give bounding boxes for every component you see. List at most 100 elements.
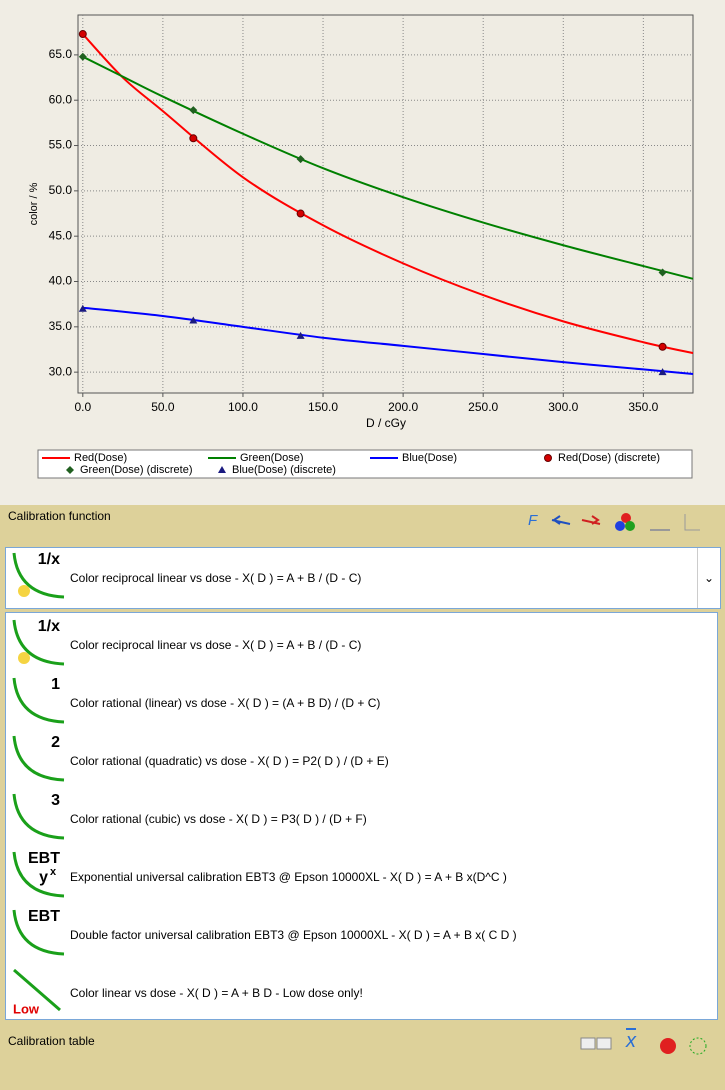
- item-icon: 1/x: [12, 551, 65, 599]
- legend-swatch: [544, 454, 552, 462]
- dropdown-arrow[interactable]: ⌄: [697, 548, 720, 608]
- x-tick-label: 300.0: [548, 400, 578, 414]
- x-tick-label: 350.0: [628, 400, 658, 414]
- icon-label: 1/x: [38, 618, 60, 635]
- item-icon: 3: [12, 792, 65, 840]
- section-label: Calibration table: [8, 1034, 95, 1048]
- data-point: [296, 209, 305, 218]
- x-tick-label: 50.0: [151, 400, 175, 414]
- y-axis-label: color / %: [28, 182, 40, 225]
- dropdown-item[interactable]: 3 Color rational (cubic) vs dose - X( D )…: [6, 790, 717, 848]
- item-icon: 1/x: [12, 618, 65, 666]
- selected-item[interactable]: 1/x Color reciprocal linear vs dose - X( …: [6, 549, 696, 607]
- icon-label: 3: [51, 792, 60, 809]
- icon-sun: [18, 652, 30, 664]
- icon-label: x: [50, 866, 57, 878]
- dropdown-item[interactable]: Low Color linear vs dose - X( D ) = A + B…: [6, 964, 717, 1022]
- item-icon: EBT y x: [12, 850, 65, 898]
- icon-curve: [12, 909, 65, 956]
- data-point: [296, 331, 305, 339]
- icon-curve: [12, 677, 65, 724]
- x-axis-label: D / cGy: [366, 416, 406, 430]
- y-tick-label: 35.0: [49, 319, 73, 333]
- icon-curve: [12, 793, 65, 840]
- data-point: [189, 134, 198, 143]
- item-text: Color reciprocal linear vs dose - X( D )…: [70, 638, 362, 652]
- x-tick-label: 150.0: [308, 400, 338, 414]
- icon-sun: [18, 585, 30, 597]
- series-line: [83, 308, 693, 374]
- x-tick-label: 0.0: [74, 400, 91, 414]
- x-tick-label: 250.0: [468, 400, 498, 414]
- item-text: Double factor universal calibration EBT3…: [70, 928, 517, 942]
- legend-swatch: [66, 466, 74, 474]
- icon-label: EBT: [28, 850, 60, 867]
- x-tick-label: 200.0: [388, 400, 418, 414]
- legend-label: Red(Dose) (discrete): [558, 452, 660, 464]
- legend-label: Green(Dose): [240, 452, 304, 464]
- nav-buttons[interactable]: [580, 1036, 620, 1052]
- y-tick-label: 30.0: [49, 364, 73, 378]
- dropdown-item[interactable]: EBT y x Exponential universal calibration E…: [6, 848, 717, 906]
- x-tick-label: 100.0: [228, 400, 258, 414]
- data-point: [658, 368, 667, 376]
- icon-curve: [12, 735, 65, 782]
- legend-label: Blue(Dose) (discrete): [232, 464, 336, 476]
- item-text: Color rational (cubic) vs dose - X( D ) …: [70, 812, 367, 826]
- icon-label: 1/x: [38, 551, 60, 568]
- y-tick-label: 55.0: [49, 138, 73, 152]
- item-text: Color rational (linear) vs dose - X( D )…: [70, 696, 381, 710]
- icon-curve: [13, 968, 61, 1012]
- item-icon: Low: [13, 968, 61, 1016]
- item-icon: 1: [12, 676, 65, 724]
- dropdown-item[interactable]: 1/x Color reciprocal linear vs dose - X( …: [6, 616, 717, 674]
- icon-label: 1: [51, 676, 60, 693]
- legend-label: Red(Dose): [74, 452, 127, 464]
- icon-label: 2: [51, 734, 60, 751]
- legend-label: Blue(Dose): [402, 452, 457, 464]
- item-icon: EBT: [12, 908, 65, 956]
- item-text: Exponential universal calibration EBT3 @…: [70, 870, 507, 884]
- data-point: [78, 304, 87, 312]
- icon-curve: [12, 851, 65, 898]
- icon-label: EBT: [28, 908, 60, 925]
- legend: [37, 449, 693, 479]
- icon-curve: [12, 619, 65, 666]
- data-point: [189, 106, 198, 115]
- dropdown-list: 1/x Color reciprocal linear vs dose - X( …: [5, 612, 718, 1020]
- series-line: [83, 57, 693, 279]
- data-point: [78, 52, 87, 61]
- plot-area: [77, 14, 694, 394]
- icon-curve: [12, 552, 65, 599]
- chart: D / cGy color / % 0.0 50.0 100.0 150.0 200.0…: [0, 0, 725, 505]
- item-text: Color linear vs dose - X( D ) = A + B D …: [70, 986, 363, 1000]
- y-tick-label: 45.0: [49, 228, 73, 242]
- dropdown-item[interactable]: 1 Color rational (linear) vs dose - X( D …: [6, 674, 717, 732]
- data-point: [296, 155, 305, 164]
- item-icon: 2: [12, 734, 65, 782]
- y-tick-label: 60.0: [49, 92, 73, 106]
- mean-button[interactable]: x: [626, 1030, 636, 1052]
- data-point: [78, 30, 87, 39]
- series-line: [83, 34, 693, 353]
- y-tick-label: 40.0: [49, 274, 73, 288]
- data-point: [658, 268, 667, 277]
- dropdown-item[interactable]: EBT Double factor universal calibration E…: [6, 906, 717, 964]
- data-point: [658, 342, 667, 351]
- dropdown[interactable]: 1/x Color reciprocal linear vs dose - X( …: [5, 547, 721, 609]
- icon-label: Low: [13, 1001, 40, 1016]
- data-point: [189, 316, 198, 324]
- function-button[interactable]: F: [528, 512, 538, 529]
- legend-swatch: [218, 466, 226, 473]
- y-tick-label: 65.0: [49, 47, 73, 61]
- toolbar-icons[interactable]: [550, 512, 715, 534]
- item-text: Color reciprocal linear vs dose - X( D )…: [70, 571, 362, 585]
- section-label: Calibration function: [8, 509, 111, 523]
- icon-label: y: [39, 869, 48, 886]
- table-icons[interactable]: [650, 1034, 720, 1058]
- y-tick-label: 50.0: [49, 183, 73, 197]
- legend-label: Green(Dose) (discrete): [80, 464, 192, 476]
- dropdown-item[interactable]: 2 Color rational (quadratic) vs dose - X(…: [6, 732, 717, 790]
- item-text: Color rational (quadratic) vs dose - X( …: [70, 754, 389, 768]
